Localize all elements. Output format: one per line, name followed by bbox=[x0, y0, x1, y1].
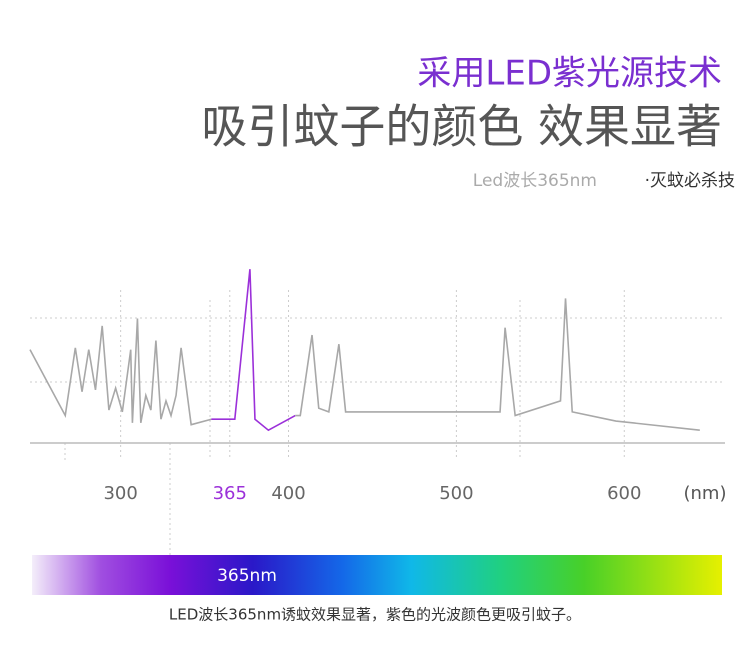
plot: 300 365 400 500 600 bbox=[29, 269, 700, 504]
tagline: Led波长365nm bbox=[473, 171, 597, 191]
x-tick-label: 400 bbox=[271, 483, 305, 504]
title: 采用LED紫光源技术 bbox=[417, 54, 722, 94]
caption: LED波长365nm诱蚊效果显著，紫色的光波颜色更吸引蚊子。 bbox=[169, 606, 581, 624]
headline: 吸引蚊子的颜色 效果显著 bbox=[201, 100, 722, 154]
series-line bbox=[211, 269, 296, 432]
spectrum-label: 365nm bbox=[217, 566, 277, 586]
tagline-tail: ·灭蚊必杀技 bbox=[645, 171, 735, 191]
spectrum-bar bbox=[32, 555, 722, 595]
x-tick-label: 365 bbox=[213, 483, 247, 504]
x-tick-label: 600 bbox=[607, 483, 641, 504]
x-tick-label: 300 bbox=[103, 483, 137, 504]
series-line bbox=[29, 318, 212, 426]
x-tick-label: 500 bbox=[439, 483, 473, 504]
x-unit: (nm) bbox=[684, 483, 727, 504]
decor-grid bbox=[30, 300, 725, 555]
series-line bbox=[295, 298, 700, 431]
